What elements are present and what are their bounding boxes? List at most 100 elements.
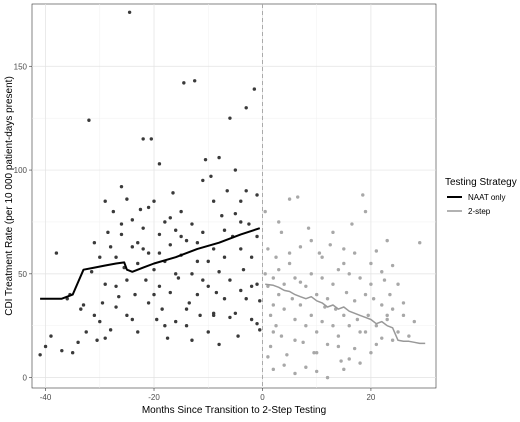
data-point-naat-only: [130, 317, 135, 322]
points-layer: [38, 10, 422, 380]
data-point-2-step: [268, 313, 273, 318]
data-point-naat-only: [255, 234, 259, 239]
data-point-2-step: [380, 336, 384, 340]
data-point-2-step: [342, 313, 346, 318]
data-point-naat-only: [152, 292, 156, 297]
data-point-naat-only: [141, 247, 145, 251]
data-point-naat-only: [146, 301, 151, 305]
data-point-naat-only: [249, 284, 254, 288]
data-point-naat-only: [152, 267, 156, 272]
data-point-naat-only: [222, 297, 227, 301]
data-point-naat-only: [192, 79, 197, 83]
data-point-naat-only: [198, 313, 202, 318]
data-point-2-step: [325, 297, 330, 301]
data-point-naat-only: [206, 330, 210, 334]
legend-label-2-step: 2-step: [468, 207, 491, 216]
data-point-2-step: [282, 363, 286, 367]
data-point-2-step: [401, 301, 406, 305]
data-point-2-step: [358, 276, 362, 280]
data-point-2-step: [271, 303, 276, 307]
data-point-naat-only: [79, 307, 83, 311]
data-point-2-step: [293, 371, 297, 376]
data-point-2-step: [374, 342, 379, 347]
data-point-naat-only: [76, 340, 80, 345]
data-point-2-step: [320, 276, 324, 280]
data-point-2-step: [358, 361, 362, 365]
data-point-naat-only: [211, 199, 216, 203]
data-point-naat-only: [244, 106, 248, 110]
ticks-layer: -40 -20 0 20 0 50 100 150: [14, 62, 376, 402]
data-point-2-step: [290, 297, 294, 301]
data-point-naat-only: [209, 174, 213, 178]
data-point-naat-only: [184, 307, 189, 311]
data-point-2-step: [390, 307, 395, 311]
data-point-2-step: [385, 238, 389, 243]
data-point-2-step: [287, 197, 292, 201]
data-point-2-step: [396, 282, 400, 286]
data-point-naat-only: [206, 284, 210, 288]
data-point-naat-only: [157, 162, 162, 166]
data-point-naat-only: [233, 168, 238, 172]
data-point-naat-only: [211, 247, 216, 251]
data-point-2-step: [271, 367, 276, 372]
data-point-2-step: [306, 226, 311, 230]
data-point-naat-only: [144, 278, 148, 282]
data-point-2-step: [293, 317, 297, 322]
data-point-2-step: [317, 251, 322, 255]
data-point-naat-only: [103, 282, 107, 286]
data-point-2-step: [331, 230, 335, 235]
data-point-naat-only: [217, 342, 221, 347]
data-point-naat-only: [98, 319, 102, 324]
data-point-2-step: [298, 303, 303, 307]
data-point-2-step: [282, 282, 286, 286]
data-point-naat-only: [244, 297, 248, 301]
data-point-2-step: [366, 313, 370, 318]
data-point-naat-only: [203, 157, 208, 162]
data-point-naat-only: [155, 317, 159, 322]
data-point-naat-only: [89, 270, 94, 274]
data-point-naat-only: [130, 245, 135, 249]
data-point-naat-only: [165, 336, 170, 340]
data-point-2-step: [312, 351, 316, 355]
data-point-2-step: [374, 249, 379, 253]
data-point-2-step: [336, 334, 341, 338]
data-point-naat-only: [125, 278, 129, 282]
data-point-naat-only: [125, 197, 129, 201]
data-point-naat-only: [228, 116, 232, 120]
data-point-2-step: [342, 367, 346, 372]
data-point-2-step: [274, 255, 278, 259]
data-point-2-step: [369, 261, 373, 266]
data-point-naat-only: [182, 81, 186, 85]
data-point-naat-only: [106, 230, 110, 235]
data-point-naat-only: [252, 87, 257, 91]
data-point-2-step: [277, 267, 281, 272]
data-point-2-step: [344, 290, 349, 295]
data-point-naat-only: [211, 313, 216, 318]
data-point-naat-only: [236, 334, 240, 338]
data-point-2-step: [342, 247, 346, 251]
data-point-2-step: [418, 241, 422, 245]
data-point-2-step: [301, 340, 305, 345]
data-point-naat-only: [187, 301, 191, 305]
data-point-2-step: [314, 292, 319, 297]
data-point-naat-only: [54, 251, 59, 255]
data-point-2-step: [320, 255, 324, 259]
data-point-naat-only: [176, 276, 181, 280]
data-point-naat-only: [233, 211, 238, 216]
data-point-naat-only: [184, 238, 189, 243]
data-point-naat-only: [201, 278, 205, 282]
data-point-2-step: [361, 193, 365, 197]
data-point-2-step: [339, 359, 343, 363]
data-point-naat-only: [222, 228, 227, 232]
data-point-naat-only: [141, 226, 145, 230]
data-point-naat-only: [244, 189, 248, 193]
data-point-naat-only: [255, 193, 259, 197]
data-point-2-step: [369, 351, 373, 355]
data-point-naat-only: [241, 267, 246, 272]
data-point-naat-only: [174, 319, 178, 324]
data-point-naat-only: [171, 191, 175, 195]
data-point-naat-only: [92, 313, 97, 318]
y-tick-label: 0: [23, 374, 28, 383]
data-point-naat-only: [149, 137, 154, 141]
y-axis-title: CDI Treatment Rate (per 10 000 patient-d…: [4, 76, 15, 316]
